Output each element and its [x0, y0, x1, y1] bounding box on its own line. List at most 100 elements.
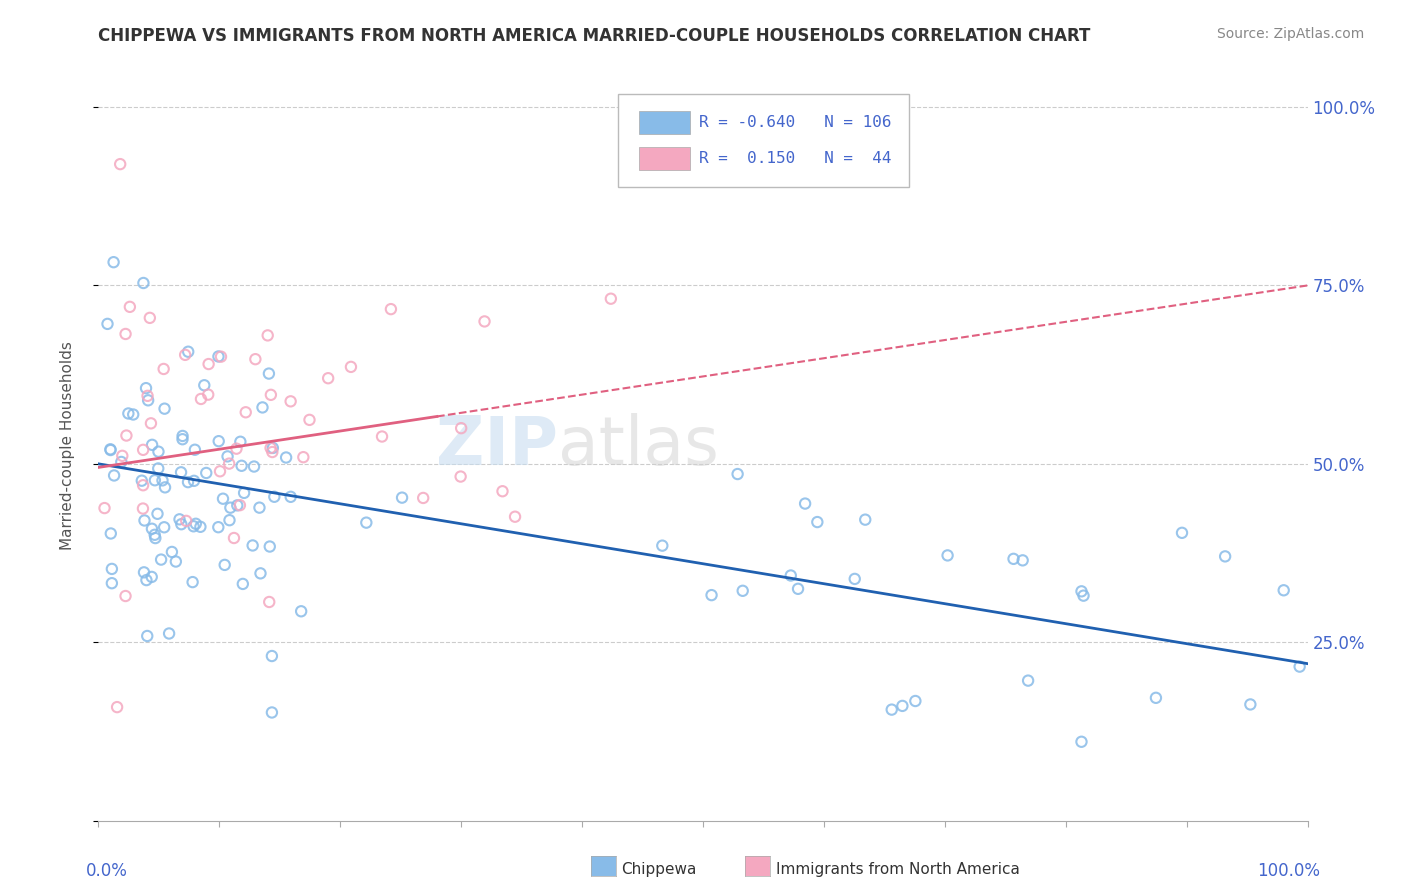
Point [135, 381, 157, 395]
Point [165, 555, 187, 569]
Point [794, 497, 817, 511]
Point [599, 292, 621, 306]
Point [197, 357, 219, 371]
Point [184, 442, 207, 457]
Point [1272, 583, 1295, 598]
Point [214, 558, 236, 572]
Point [105, 700, 128, 714]
Point [139, 310, 162, 325]
Point [218, 457, 240, 471]
Point [262, 445, 284, 459]
Point [208, 464, 231, 478]
Point [235, 405, 257, 419]
Point [280, 394, 302, 409]
Text: ZIP: ZIP [436, 413, 558, 479]
Point [290, 604, 312, 618]
Point [150, 552, 173, 566]
Point [340, 359, 363, 374]
Point [152, 474, 174, 488]
Point [132, 566, 155, 580]
Point [231, 458, 253, 473]
Point [1288, 659, 1310, 673]
Point [274, 450, 297, 465]
Point [197, 387, 219, 401]
Point [108, 157, 131, 171]
Point [450, 469, 472, 483]
Point [222, 531, 245, 545]
Point [143, 528, 166, 542]
Point [259, 441, 281, 455]
Point [153, 520, 176, 534]
Point [122, 408, 145, 422]
Point [844, 572, 866, 586]
Point [153, 401, 176, 416]
Point [101, 576, 124, 591]
Point [1213, 549, 1236, 564]
Point [219, 500, 242, 515]
Point [259, 540, 281, 554]
Point [503, 509, 526, 524]
Point [1239, 698, 1261, 712]
Point [141, 522, 163, 536]
Point [853, 513, 876, 527]
Point [135, 573, 157, 587]
Point [114, 326, 136, 341]
Point [232, 577, 254, 591]
Point [727, 467, 749, 481]
Point [148, 444, 170, 458]
Point [114, 589, 136, 603]
Text: CHIPPEWA VS IMMIGRANTS FROM NORTH AMERICA MARRIED-COUPLE HOUSEHOLDS CORRELATION : CHIPPEWA VS IMMIGRANTS FROM NORTH AMERIC… [98, 27, 1091, 45]
Point [193, 378, 215, 392]
Point [190, 520, 212, 534]
Point [256, 328, 278, 343]
Point [1017, 673, 1039, 688]
Point [172, 429, 194, 443]
Point [132, 276, 155, 290]
Point [218, 513, 240, 527]
FancyBboxPatch shape [619, 94, 908, 187]
Text: 0.0%: 0.0% [86, 862, 128, 880]
Point [450, 421, 472, 435]
Point [174, 348, 197, 362]
Point [292, 450, 315, 465]
Point [132, 478, 155, 492]
Point [148, 461, 170, 475]
Point [100, 442, 122, 457]
Point [229, 498, 252, 512]
Point [136, 629, 159, 643]
Point [225, 442, 247, 456]
Point [249, 500, 271, 515]
Point [242, 539, 264, 553]
Point [243, 459, 266, 474]
Point [1171, 525, 1194, 540]
Point [183, 519, 205, 533]
Point [263, 490, 285, 504]
Point [100, 443, 122, 458]
Text: R = -0.640   N = 106: R = -0.640 N = 106 [699, 115, 891, 130]
Point [412, 491, 434, 505]
Point [226, 499, 249, 513]
Point [103, 468, 125, 483]
Point [160, 545, 183, 559]
Y-axis label: Married-couple Households: Married-couple Households [60, 342, 75, 550]
Point [170, 517, 193, 532]
Point [177, 475, 200, 490]
Point [190, 392, 212, 406]
Point [118, 300, 141, 314]
Point [141, 438, 163, 452]
Point [117, 407, 139, 421]
Point [183, 474, 205, 488]
Text: R =  0.150   N =  44: R = 0.150 N = 44 [699, 151, 891, 166]
Point [262, 441, 284, 455]
Point [146, 507, 169, 521]
Point [298, 413, 321, 427]
Point [787, 582, 810, 596]
Bar [638, 112, 690, 134]
Point [1073, 589, 1095, 603]
Point [217, 450, 239, 464]
Point [136, 393, 159, 408]
Point [651, 539, 673, 553]
Point [1144, 690, 1167, 705]
Point [245, 352, 267, 367]
Point [207, 350, 229, 364]
